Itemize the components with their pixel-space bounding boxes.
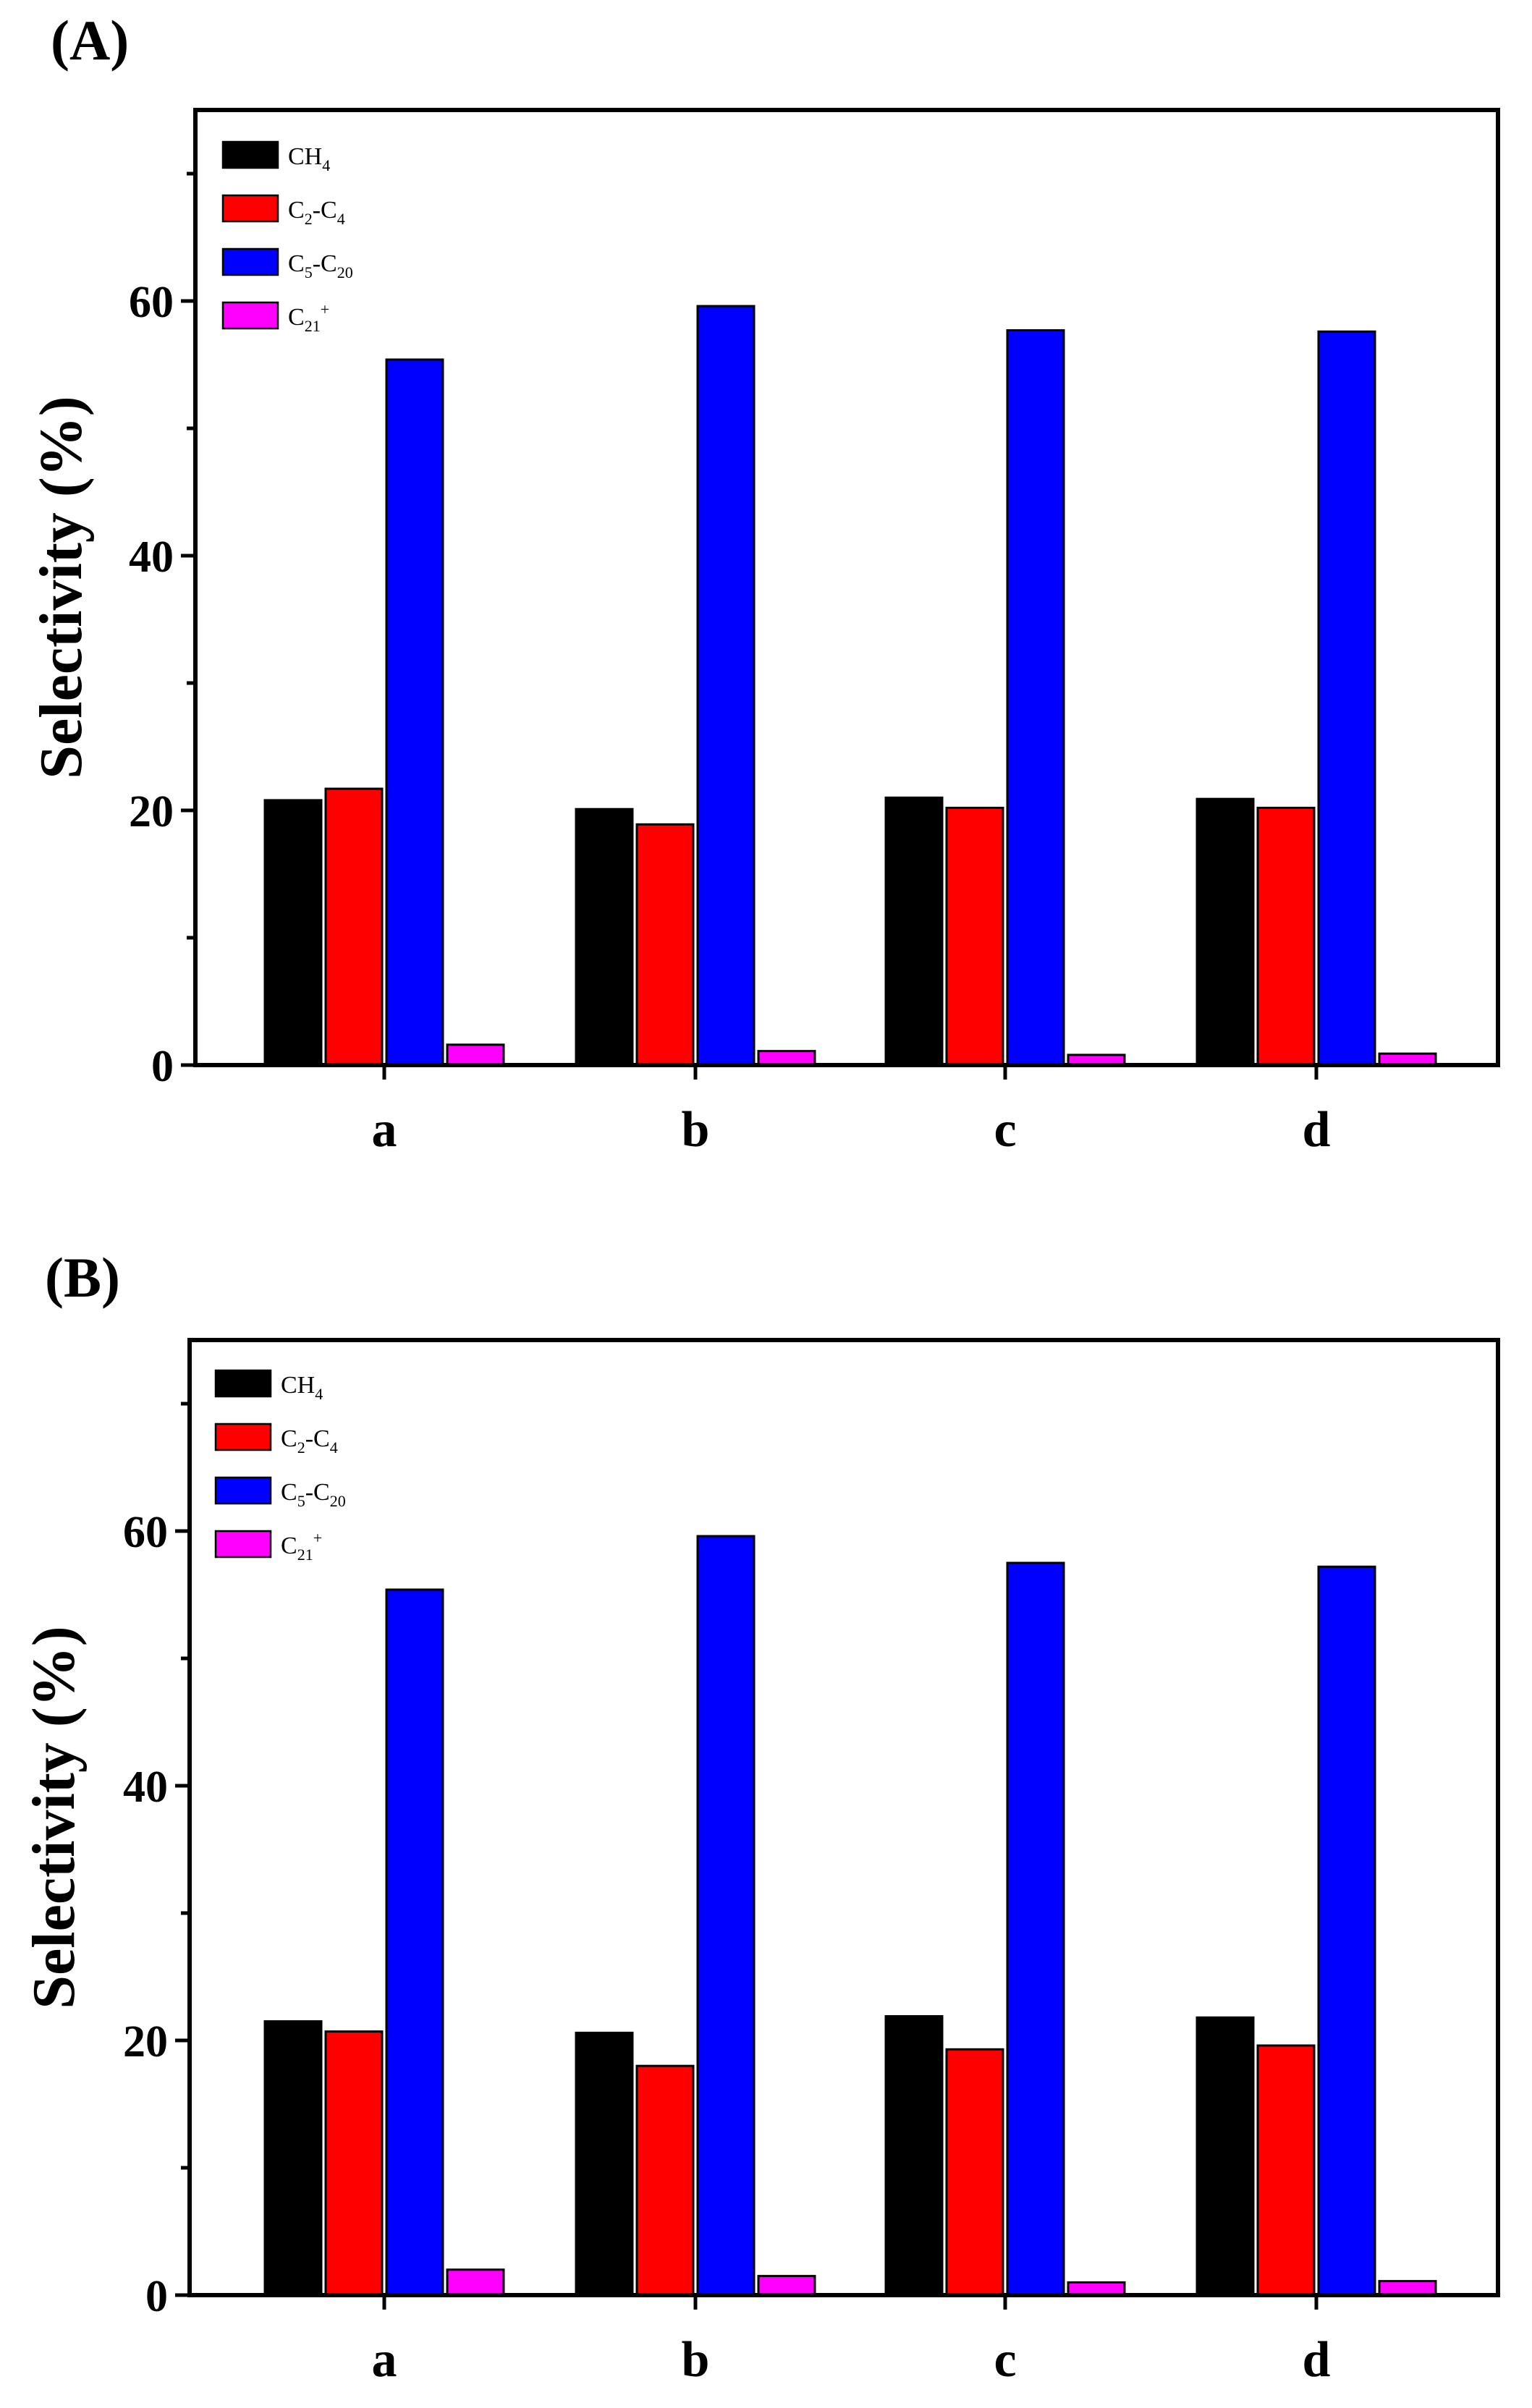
bar-C2-C4-c [945,806,1004,1067]
legend-sub: 2 [297,1438,305,1457]
legend-sub2: 20 [330,1492,346,1510]
bar-C2-C4-b [635,2064,695,2297]
legend-base: C [288,304,305,331]
plot-frame [193,108,1500,1067]
bar-C5-C20-c [1006,1561,1065,2297]
bar-C5-C20-b [696,1535,756,2297]
bar-C5-C20-b [696,305,756,1067]
x-tick-label: b [682,1102,710,1158]
bar-C5-C20-a [385,358,444,1067]
y-tick-label: 0 [151,1042,174,1091]
y-axis-label: Selectivity (%) [27,396,95,779]
legend-sub: 5 [297,1492,305,1510]
legend-swatch-C2-C4 [221,194,279,223]
legend-swatch-C2-C4 [214,1423,272,1451]
x-tick-label: a [372,1102,397,1158]
x-tick-label: d [1303,2332,1331,2388]
legend-label-CH4: CH4 [288,143,330,174]
legend-label-C2-C4: C2-C4 [288,197,345,228]
legend-label-C21+: C21+ [288,300,329,335]
bar-CH4-a [263,799,323,1067]
legend-swatch-C21+ [214,1530,272,1559]
bar-C2-C4-c [945,2048,1004,2297]
bar-C2-C4-d [1256,2044,1316,2297]
legend-mid: -C [313,250,337,277]
y-tick-label: 0 [145,2272,168,2321]
bar-C2-C4-a [324,2030,384,2297]
bar-CH4-b [575,2031,634,2297]
legend-mid: -C [305,1479,330,1506]
panel-label: (B) [45,1246,120,1309]
legend-label-CH4: CH4 [281,1372,323,1403]
x-tick-label: c [994,2332,1016,2388]
legend-label-C21+: C21+ [281,1529,322,1564]
legend-base: CH [281,1372,315,1399]
y-tick-label: 40 [129,533,174,582]
legend-sub: 2 [305,210,313,228]
legend-sup: + [321,300,329,318]
y-tick-label: 40 [123,1763,168,1812]
legend-base: C [281,1425,297,1452]
y-axis-label: Selectivity (%) [20,1626,88,2009]
y-tick-label: 20 [129,787,174,836]
bar-C2-C4-d [1256,806,1316,1067]
legend-swatch-C5-C20 [214,1476,272,1505]
y-tick-label: 60 [129,278,174,327]
bar-C5-C20-c [1006,328,1065,1067]
legend-sub: 4 [315,1385,323,1403]
legend-swatch-CH4 [214,1369,272,1398]
x-tick-label: b [682,2332,710,2388]
legend-swatch-C21+ [221,301,279,330]
bar-C5-C20-d [1317,1565,1376,2297]
legend-sub2: 4 [337,210,345,228]
bar-C21+-a [446,1043,505,1067]
legend-sub: 21 [305,317,321,335]
bar-C2-C4-b [635,823,695,1067]
legend-base: C [281,1479,297,1506]
legend-base: C [288,197,305,224]
x-tick-label: a [372,2332,397,2388]
legend-sub2: 4 [330,1438,338,1457]
bar-C5-C20-d [1317,330,1376,1067]
legend-label-C2-C4: C2-C4 [281,1425,338,1457]
legend-label-C5-C20: C5-C20 [281,1479,346,1510]
bar-CH4-c [884,2015,944,2297]
x-tick-label: c [994,1102,1016,1158]
y-tick-label: 20 [123,2017,168,2066]
legend-base: CH [288,143,322,170]
bar-CH4-b [575,807,634,1067]
legend-swatch-C5-C20 [221,247,279,276]
legend-sup: + [313,1529,322,1547]
legend-swatch-CH4 [221,140,279,169]
panel-label: (A) [51,9,129,72]
legend-base: C [281,1532,297,1559]
legend-mid: -C [313,197,337,224]
plot-frame [187,1338,1500,2297]
legend-sub: 21 [297,1546,313,1564]
legend-sub: 4 [322,156,330,174]
bar-C21+-b [757,2275,816,2297]
legend-mid: -C [305,1425,330,1452]
y-tick-label: 60 [123,1508,168,1557]
legend-base: C [288,250,305,277]
bar-C21+-a [446,2268,505,2297]
legend-sub2: 20 [337,263,353,281]
legend-sub: 5 [305,263,313,281]
bar-CH4-d [1195,2016,1255,2297]
bar-CH4-a [263,2020,323,2297]
bar-CH4-c [884,796,944,1067]
bar-C2-C4-a [324,787,384,1067]
bar-C5-C20-a [385,1588,444,2297]
bar-CH4-d [1195,797,1255,1067]
x-tick-label: d [1303,1102,1331,1158]
legend-label-C5-C20: C5-C20 [288,250,353,281]
